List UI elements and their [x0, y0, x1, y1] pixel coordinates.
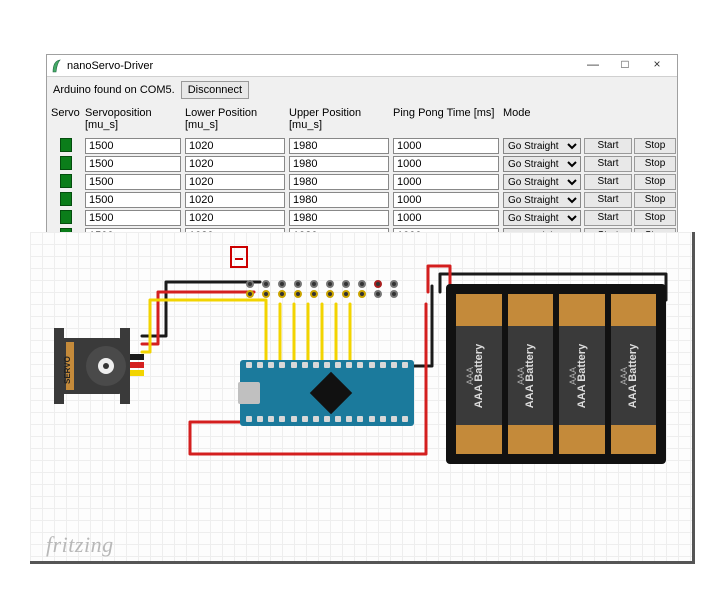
pos-input[interactable] — [85, 156, 181, 172]
servo-indicator[interactable] — [60, 174, 72, 188]
servo-indicator[interactable] — [60, 156, 72, 170]
stop-button[interactable]: Stop — [634, 210, 676, 226]
stop-button[interactable]: Stop — [634, 192, 676, 208]
col-servo: Servo — [49, 103, 83, 137]
pos-input[interactable] — [85, 210, 181, 226]
lower-input[interactable] — [185, 210, 285, 226]
stop-button[interactable]: Stop — [634, 156, 676, 172]
servo-table: Servo Servoposition [mu_s] Lower Positio… — [47, 103, 677, 251]
col-upper: Upper Position [mu_s] — [287, 103, 391, 137]
col-ping: Ping Pong Time [ms] — [391, 103, 501, 137]
ping-input[interactable] — [393, 192, 499, 208]
lower-input[interactable] — [185, 138, 285, 154]
col-mode: Mode — [501, 103, 583, 137]
lower-input[interactable] — [185, 192, 285, 208]
upper-input[interactable] — [289, 138, 389, 154]
close-button[interactable]: × — [641, 57, 673, 75]
start-button[interactable]: Start — [584, 138, 632, 154]
start-button[interactable]: Start — [584, 210, 632, 226]
upper-input[interactable] — [289, 192, 389, 208]
start-button[interactable]: Start — [584, 174, 632, 190]
ping-input[interactable] — [393, 156, 499, 172]
breadboard-canvas: SERVO AAA BatteryAAAAAA BatteryAAAAAA Ba… — [30, 232, 695, 564]
ping-input[interactable] — [393, 174, 499, 190]
pos-input[interactable] — [85, 192, 181, 208]
servo-label: SERVO — [63, 356, 72, 384]
app-window: nanoServo-Driver — □ × Arduino found on … — [46, 54, 678, 252]
lower-input[interactable] — [185, 174, 285, 190]
servo-motor: SERVO — [48, 328, 144, 404]
pin-header — [246, 280, 426, 304]
battery-cell: AAA BatteryAAA — [456, 294, 502, 454]
battery-holder: AAA BatteryAAAAAA BatteryAAAAAA BatteryA… — [446, 284, 666, 464]
stop-button[interactable]: Stop — [634, 138, 676, 154]
start-button[interactable]: Start — [584, 192, 632, 208]
battery-cell: AAA BatteryAAA — [611, 294, 657, 454]
mode-select[interactable]: Go Straight — [503, 192, 581, 208]
minimize-button[interactable]: — — [577, 57, 609, 75]
nano-pins-top — [246, 362, 408, 370]
lower-input[interactable] — [185, 156, 285, 172]
upper-input[interactable] — [289, 174, 389, 190]
start-button[interactable]: Start — [584, 156, 632, 172]
app-icon — [51, 59, 61, 73]
app-title: nanoServo-Driver — [67, 60, 577, 72]
col-lower: Lower Position [mu_s] — [183, 103, 287, 137]
jumper-switch — [230, 246, 248, 268]
stop-button[interactable]: Stop — [634, 174, 676, 190]
titlebar[interactable]: nanoServo-Driver — □ × — [47, 55, 677, 77]
ping-input[interactable] — [393, 210, 499, 226]
col-position: Servoposition [mu_s] — [83, 103, 183, 137]
mode-select[interactable]: Go Straight — [503, 156, 581, 172]
battery-cell: AAA BatteryAAA — [559, 294, 605, 454]
fritzing-watermark: fritzing — [46, 532, 114, 558]
col-stop — [633, 103, 677, 137]
battery-cell: AAA BatteryAAA — [508, 294, 554, 454]
upper-input[interactable] — [289, 210, 389, 226]
pos-input[interactable] — [85, 138, 181, 154]
pos-input[interactable] — [85, 174, 181, 190]
col-start — [583, 103, 633, 137]
mcu-chip — [310, 372, 352, 414]
battery-cells: AAA BatteryAAAAAA BatteryAAAAAA BatteryA… — [456, 294, 656, 454]
upper-input[interactable] — [289, 156, 389, 172]
servo-indicator[interactable] — [60, 138, 72, 152]
maximize-button[interactable]: □ — [609, 57, 641, 75]
ping-input[interactable] — [393, 138, 499, 154]
mode-select[interactable]: Go Straight — [503, 138, 581, 154]
usb-port — [238, 382, 260, 404]
arduino-nano — [240, 360, 414, 426]
disconnect-button[interactable]: Disconnect — [181, 81, 249, 99]
status-bar: Arduino found on COM5. Disconnect — [47, 77, 677, 103]
nano-pins-bottom — [246, 416, 408, 424]
mode-select[interactable]: Go Straight — [503, 210, 581, 226]
servo-indicator[interactable] — [60, 192, 72, 206]
mode-select[interactable]: Go Straight — [503, 174, 581, 190]
status-text: Arduino found on COM5. — [53, 84, 175, 96]
servo-indicator[interactable] — [60, 210, 72, 224]
